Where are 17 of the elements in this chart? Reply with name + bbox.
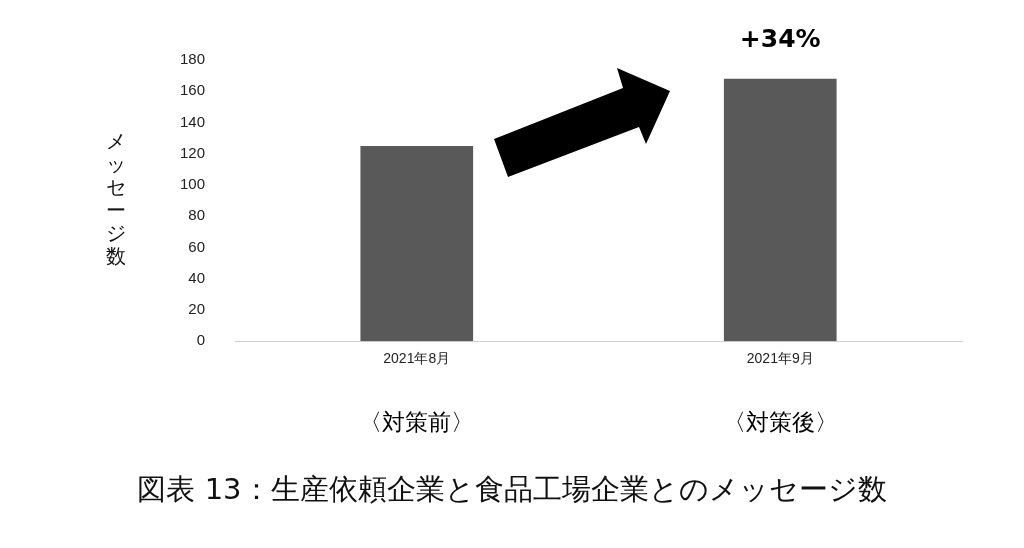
- y-tick-label: 20: [188, 300, 206, 318]
- y-tick-label: 120: [180, 143, 206, 161]
- x-tick-label: 2021年8月: [383, 350, 451, 367]
- y-axis-title: メッセージ数: [105, 129, 127, 268]
- y-tick-label: 80: [188, 206, 206, 224]
- text: 図表 13：生産依頼企業と食品工場企業とのメッセージ数: [136, 471, 888, 508]
- y-tick-label: 0: [196, 331, 206, 349]
- y-tick-label: 140: [180, 112, 206, 130]
- y-tick-label: 180: [180, 50, 206, 68]
- text: 〈対策前〉: [359, 408, 475, 435]
- y-tick-label: 40: [188, 268, 206, 286]
- y-tick-label: 160: [180, 81, 206, 99]
- text: 〈対策後〉: [722, 408, 838, 435]
- x-tick-label: 2021年9月: [746, 350, 814, 367]
- y-tick-label: 60: [188, 237, 206, 255]
- y-tick-label: 100: [180, 175, 206, 193]
- annotation: +34%: [739, 23, 821, 53]
